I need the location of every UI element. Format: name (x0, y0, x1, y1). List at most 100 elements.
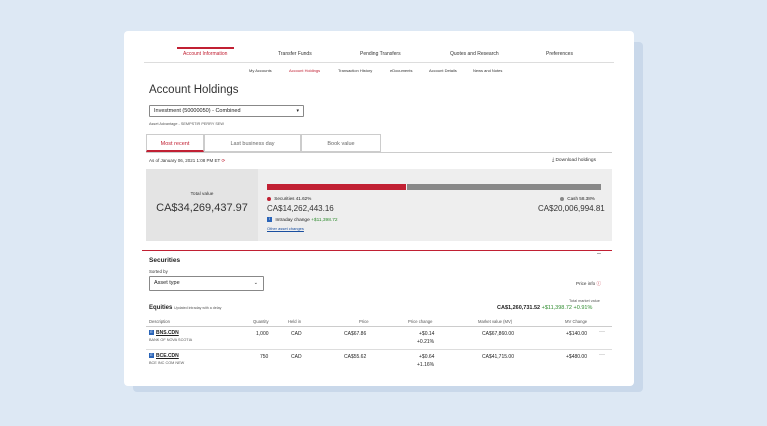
col-mv-change: MV Change (565, 319, 588, 324)
equities-title: Equities (149, 305, 173, 311)
total-change: +$11,398.72 (541, 305, 572, 311)
info-icon: ⓘ (596, 281, 602, 286)
securities-dot-icon (267, 196, 271, 201)
security-name: BANK OF NOVA SCOTIA (149, 338, 193, 342)
symbol-link[interactable]: BNS.CDN (156, 330, 179, 336)
subnav-my-accounts[interactable]: My Accounts (249, 68, 272, 73)
total-market-value: CA$1,260,731.52 (497, 305, 541, 311)
subnav-edocuments[interactable]: eDocuments (390, 68, 413, 73)
cash-dot-icon (560, 196, 564, 201)
security-name: BCE INC COM NEW (149, 361, 185, 365)
page-title: Account Holdings (149, 84, 239, 96)
securities-value: CA$14,262,443.16 (267, 204, 334, 213)
nav-divider (144, 62, 614, 63)
nav-pending-transfers[interactable]: Pending Transfers (360, 51, 401, 57)
intraday-label: Intraday change (275, 217, 310, 223)
nav-transfer-funds[interactable]: Transfer Funds (278, 51, 312, 57)
securities-allocation-bar (267, 184, 406, 190)
nav-account-information[interactable]: Account Information (183, 51, 228, 57)
table-row: E BCE.CDN (149, 353, 179, 359)
header-divider (146, 326, 612, 327)
subnav-account-holdings[interactable]: Account Holdings (289, 68, 321, 73)
col-price: Price (359, 319, 369, 324)
subnav-account-details[interactable]: Account Details (429, 68, 457, 73)
intraday-change: i Intraday change +$11,398.72 (267, 217, 338, 223)
total-change-pct: +0.91% (573, 305, 593, 311)
sorted-by-label: Sorted by (149, 269, 168, 274)
price-change-pct: +0.21% (417, 339, 435, 345)
holdings-card: Account Information Transfer Funds Pendi… (124, 31, 634, 386)
market-value: CA$67,860.00 (482, 331, 514, 337)
account-select-value: Investment (50000050) - Combined (154, 108, 241, 114)
price-info-label: Price info (576, 281, 596, 286)
market-value: CA$41,715.00 (482, 354, 514, 360)
price-change-pct: +1.16% (417, 362, 435, 368)
as-of-text: As of January 06, 2021 1:08 PM ET (149, 158, 221, 163)
total-market-value-label: Total market value (569, 299, 600, 303)
table-row: E BNS.CDN (149, 330, 179, 336)
info-badge-icon: i (267, 217, 272, 222)
other-asset-changes-link[interactable]: Other asset changes (267, 226, 304, 231)
equities-note: Updated intraday with a delay (174, 306, 222, 310)
col-price-change: Price change (408, 319, 433, 324)
price: CA$55.62 (344, 354, 367, 360)
quantity: 1,000 (256, 331, 269, 337)
account-subtitle: Asset Advantage - SEMPSTIR PERRY SEW (149, 122, 224, 126)
tab-most-recent[interactable]: Most recent (146, 134, 204, 152)
equity-badge-icon: E (149, 330, 154, 336)
cash-allocation-bar (407, 184, 601, 190)
download-holdings-label: Download holdings (555, 158, 597, 163)
cash-legend: Cash 58.38% (560, 196, 595, 201)
tab-last-business-day[interactable]: Last business day (204, 134, 301, 152)
download-icon: ⤓ (552, 158, 555, 163)
cash-pct: 58.38% (579, 196, 595, 201)
account-select[interactable]: Investment (50000050) - Combined ▾ (149, 105, 304, 117)
price-change: +$0.14 (419, 331, 435, 337)
mv-change: +$480.00 (566, 354, 587, 360)
held-in: CAD (291, 331, 302, 337)
top-navigation: Account Information Transfer Funds Pendi… (124, 45, 634, 61)
total-value-box (146, 169, 258, 241)
nav-quotes-research[interactable]: Quotes and Research (450, 51, 499, 57)
securities-legend: Securities 41.62% (267, 196, 311, 201)
subnav-news-notes[interactable]: News and Notes (473, 68, 503, 73)
tab-book-value[interactable]: Book value (301, 134, 381, 152)
cash-value: CA$20,006,994.81 (538, 204, 605, 213)
price: CA$67.86 (344, 331, 367, 337)
sort-select[interactable]: Asset type ⌄ (149, 276, 264, 291)
mv-change: +$140.00 (566, 331, 587, 337)
row-divider (146, 349, 612, 350)
col-description: Description (149, 319, 170, 324)
refresh-icon[interactable]: ⟳ (221, 158, 226, 163)
total-value: CA$34,269,437.97 (156, 202, 248, 214)
held-in: CAD (291, 354, 302, 360)
nav-preferences[interactable]: Preferences (546, 51, 573, 57)
collapse-icon[interactable]: – (597, 250, 601, 257)
sort-select-value: Asset type (154, 280, 180, 286)
symbol-link[interactable]: BCE.CDN (156, 353, 179, 359)
securities-heading: Securities (149, 257, 181, 264)
col-quantity: Quantity (253, 319, 269, 324)
price-info-link[interactable]: Price info ⓘ (576, 281, 601, 287)
quantity: 750 (260, 354, 269, 360)
securities-label: Securities (274, 196, 295, 201)
chevron-down-icon: ▾ (296, 108, 299, 114)
more-options-icon[interactable]: ··· (599, 352, 605, 358)
intraday-value: +$11,398.72 (311, 217, 338, 223)
as-of-timestamp: As of January 06, 2021 1:08 PM ET ⟳ (149, 158, 225, 164)
more-options-icon[interactable]: ··· (599, 329, 605, 335)
equity-badge-icon: E (149, 353, 154, 359)
active-nav-indicator (177, 47, 234, 49)
download-holdings-link[interactable]: ⤓ Download holdings (552, 157, 596, 163)
securities-pct: 41.62% (295, 196, 312, 201)
cash-label: Cash (567, 196, 579, 201)
col-held-in: Held in (288, 319, 302, 324)
col-market-value: Market value (MV) (478, 319, 513, 324)
tabs-divider (146, 152, 612, 153)
subnav-transaction-history[interactable]: Transaction History (338, 68, 373, 73)
equities-totals: CA$1,260,731.52 +$11,398.72 +0.91% (497, 305, 592, 311)
total-value-label: Total value (190, 192, 214, 197)
section-divider (142, 250, 612, 251)
price-change: +$0.64 (419, 354, 435, 360)
equities-heading: Equities Updated intraday with a delay (149, 305, 221, 311)
